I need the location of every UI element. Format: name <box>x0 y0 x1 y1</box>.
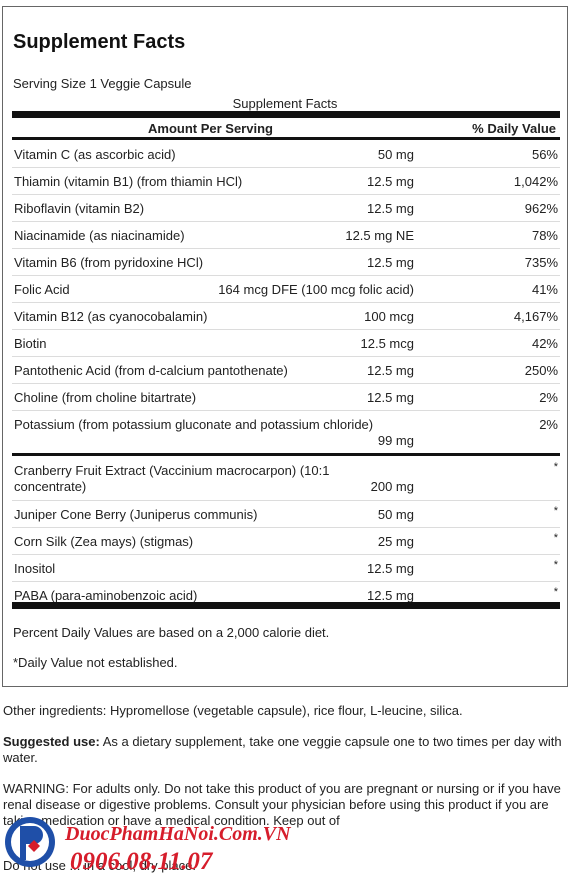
nutrient-daily-value: 2% <box>539 390 558 405</box>
table-row: Pantothenic Acid (from d-calcium pantoth… <box>12 357 560 384</box>
nutrient-daily-value: 962% <box>524 201 558 216</box>
nutrient-daily-value: 78% <box>531 228 558 243</box>
panel-title: Supplement Facts <box>13 31 186 53</box>
nutrient-daily-value: 56% <box>531 147 558 162</box>
nutrient-amount: 12.5 mg <box>367 561 414 576</box>
nutrient-daily-value: * <box>553 461 558 473</box>
nutrient-daily-value: 4,167% <box>513 309 558 324</box>
table-row: Folic Acid 164 mcg DFE (100 mcg folic aci… <box>12 276 560 303</box>
watermark-phone: 0906.08.11.07 <box>70 848 213 875</box>
table-row: Corn Silk (Zea mays) (stigmas) 25 mg * <box>12 528 560 555</box>
nutrient-name: PABA (para-aminobenzoic acid) <box>14 588 198 603</box>
nutrient-daily-value: * <box>553 559 558 571</box>
nutrient-name: Thiamin (vitamin B1) (from thiamin HCl) <box>14 174 243 189</box>
nutrient-amount: 12.5 mg <box>367 201 414 216</box>
nutrient-name: Juniper Cone Berry (Juniperus communis) <box>14 507 258 522</box>
nutrient-daily-value: * <box>553 532 558 544</box>
nutrient-daily-value: 250% <box>524 363 558 378</box>
nutrient-name: Vitamin B6 (from pyridoxine HCl) <box>14 255 204 270</box>
nutrient-daily-value: * <box>553 586 558 598</box>
nutrient-amount: 200 mg <box>370 479 414 494</box>
table-row: Biotin 12.5 mcg 42% <box>12 330 560 357</box>
table-row: Thiamin (vitamin B1) (from thiamin HCl) 1… <box>12 168 560 195</box>
table-row: Vitamin B12 (as cyanocobalamin) 100 mcg 4,… <box>12 303 560 330</box>
header-amount: Amount Per Serving <box>148 121 273 136</box>
supplement-facts-panel: Supplement Facts Serving Size 1 Veggie C… <box>2 6 568 687</box>
table-row: Riboflavin (vitamin B2) 12.5 mg 962% <box>12 195 560 222</box>
table-row: Vitamin B6 (from pyridoxine HCl) 12.5 mg 7… <box>12 249 560 276</box>
table-row: Potassium (from potassium gluconate and … <box>12 411 560 455</box>
nutrient-daily-value: * <box>553 505 558 517</box>
nutrient-amount: 25 mg <box>377 534 414 549</box>
nutrient-name: Pantothenic Acid (from d-calcium pantoth… <box>14 363 288 378</box>
nutrient-daily-value: 735% <box>524 255 558 270</box>
nutrient-amount: 12.5 mg <box>367 588 414 603</box>
nutrient-daily-value: 1,042% <box>513 174 558 189</box>
divider-section <box>12 453 560 456</box>
table-row: Choline (from choline bitartrate) 12.5 mg… <box>12 384 560 411</box>
nutrient-amount: 164 mcg DFE (100 mcg folic acid) <box>218 282 414 297</box>
nutrient-name: Inositol <box>14 561 56 576</box>
nutrient-name: Folic Acid <box>14 282 70 297</box>
nutrient-amount: 50 mg <box>377 507 414 522</box>
divider-header <box>12 137 560 140</box>
nutrient-amount: 99 mg <box>377 433 414 448</box>
nutrient-amount: 12.5 mcg <box>360 336 414 351</box>
nutrient-amount: 12.5 mg <box>367 174 414 189</box>
nutrient-name: Cranberry Fruit Extract (Vaccinium macro… <box>14 463 330 494</box>
footnote-daily-values: Percent Daily Values are based on a 2,00… <box>13 625 330 640</box>
other-ingredients: Other ingredients: Hypromellose (vegetab… <box>3 703 463 718</box>
storage-line: Do not use ... in a cool, dry place. <box>3 858 196 873</box>
suggested-use-text: As a dietary supplement, take one veggie… <box>3 734 562 765</box>
warning-text: : For adults only. Do not take this prod… <box>3 781 561 828</box>
watermark-site: DuocPhamHaNoi.Com.VN <box>65 823 291 845</box>
nutrient-name: Choline (from choline bitartrate) <box>14 390 197 405</box>
nutrient-daily-value: 2% <box>539 417 558 432</box>
suggested-use: Suggested use: As a dietary supplement, … <box>3 734 569 766</box>
table-row: Vitamin C (as ascorbic acid) 50 mg 56% <box>12 141 560 168</box>
nutrient-name: Potassium (from potassium gluconate and … <box>14 417 374 432</box>
table-row: Juniper Cone Berry (Juniperus communis) 5… <box>12 501 560 528</box>
nutrient-daily-value: 41% <box>531 282 558 297</box>
footnote-not-established: *Daily Value not established. <box>13 655 178 670</box>
warning-label: WARNING <box>3 781 66 796</box>
nutrient-amount: 100 mcg <box>364 309 414 324</box>
table-row: Niacinamide (as niacinamide) 12.5 mg NE 78… <box>12 222 560 249</box>
nutrient-name: Vitamin C (as ascorbic acid) <box>14 147 176 162</box>
nutrient-name: Niacinamide (as niacinamide) <box>14 228 185 243</box>
warning: WARNING: For adults only. Do not take th… <box>3 781 569 829</box>
suggested-use-label: Suggested use: <box>3 734 100 749</box>
nutrient-name: Riboflavin (vitamin B2) <box>14 201 145 216</box>
nutrient-amount: 12.5 mg <box>367 363 414 378</box>
table-row: Inositol 12.5 mg * <box>12 555 560 582</box>
nutrient-daily-value: 42% <box>531 336 558 351</box>
nutrient-amount: 12.5 mg NE <box>345 228 414 243</box>
table-header: Amount Per Serving % Daily Value <box>12 119 560 137</box>
nutrient-name: Corn Silk (Zea mays) (stigmas) <box>14 534 194 549</box>
sub-title: Supplement Facts <box>232 96 338 111</box>
table-row: Cranberry Fruit Extract (Vaccinium macro… <box>12 457 560 501</box>
nutrient-amount: 12.5 mg <box>367 390 414 405</box>
divider-thick-top <box>12 111 560 118</box>
nutrient-name: Biotin <box>14 336 47 351</box>
nutrient-amount: 50 mg <box>377 147 414 162</box>
divider-thick-bottom <box>12 602 560 609</box>
header-daily-value: % Daily Value <box>472 121 556 136</box>
nutrient-name: Vitamin B12 (as cyanocobalamin) <box>14 309 208 324</box>
nutrient-amount: 12.5 mg <box>367 255 414 270</box>
pharmacy-logo-icon <box>5 817 55 867</box>
table-row: PABA (para-aminobenzoic acid) 12.5 mg * <box>12 582 560 609</box>
serving-size: Serving Size 1 Veggie Capsule <box>13 76 192 91</box>
